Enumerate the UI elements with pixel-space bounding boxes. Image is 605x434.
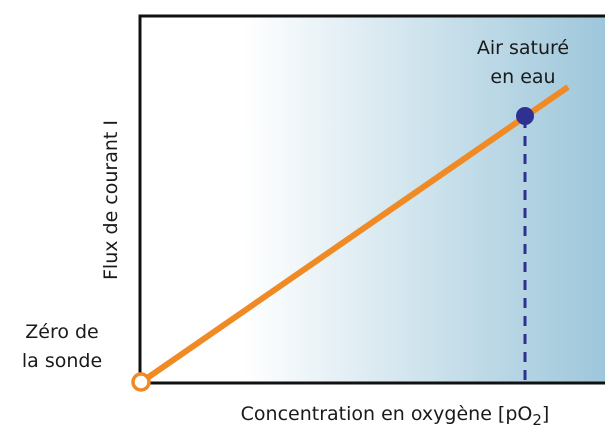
saturation-point [516, 107, 534, 125]
annotation: en eau [490, 66, 555, 88]
x-axis-label-suffix: ] [542, 403, 549, 425]
x-axis-label: Concentration en oxygène [pO2] [241, 403, 550, 429]
plot-area [138, 14, 605, 385]
annotation: Zéro de [25, 321, 99, 343]
x-axis-label-subscript: 2 [532, 411, 542, 429]
annotation: la sonde [22, 350, 102, 372]
calibration-line [138, 84, 570, 386]
y-axis-label: Flux de courant I [100, 120, 122, 280]
zero-point [131, 372, 151, 392]
x-axis-label-text: Concentration en oxygène [pO [241, 403, 533, 425]
annotation: Air saturé [477, 37, 569, 59]
